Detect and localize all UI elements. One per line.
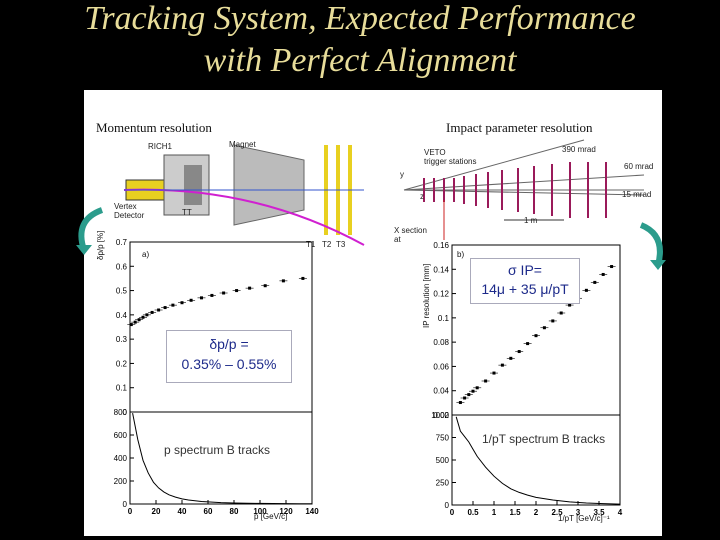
label-veto: VETO xyxy=(424,148,446,157)
right-curved-arrow-icon xyxy=(639,222,666,270)
left-panel-tag: a) xyxy=(142,250,150,259)
momentum-formula-box: δp/p = 0.35% – 0.55% xyxy=(166,330,292,383)
ip-spectrum-bin-outline xyxy=(455,416,621,505)
right-res-ytick-label: 0.04 xyxy=(433,387,449,396)
momentum-spectrum-bin-outline xyxy=(132,413,312,505)
right-panel-tag: b) xyxy=(457,250,465,259)
momentum-header: Momentum resolution xyxy=(96,120,212,135)
right-xtick-label: 3.5 xyxy=(593,508,605,517)
label-z: z xyxy=(420,192,424,201)
right-xtick-label: 2.5 xyxy=(551,508,563,517)
left-spec-ytick-label: 800 xyxy=(114,408,128,417)
left-spec-ytick-label: 400 xyxy=(114,454,128,463)
left-xtick-label: 120 xyxy=(279,507,293,516)
left-res-ytick-label: 0.1 xyxy=(116,384,128,393)
right-detector-sketch xyxy=(403,139,645,240)
ip-spectrum-label: 1/pT spectrum B tracks xyxy=(482,432,606,446)
left-xtick-label: 40 xyxy=(178,507,187,516)
ip-formula-line1: σ IP= xyxy=(508,262,542,278)
label-1m: 1 m xyxy=(524,216,538,225)
label-tt: TT xyxy=(182,208,192,217)
figure-panel: Momentum resolution RICH1 Magnet Vertex … xyxy=(76,90,666,536)
left-xtick-label: 60 xyxy=(204,507,213,516)
label-t3: T3 xyxy=(336,240,346,249)
label-t1: T1 xyxy=(306,240,316,249)
slide-title-line2: with Perfect Alignment xyxy=(203,42,517,79)
right-spec-ytick-label: 250 xyxy=(436,479,450,488)
label-390mrad: 390 mrad xyxy=(562,145,596,154)
left-spec-ytick-label: 0 xyxy=(123,500,128,509)
label-60mrad: 60 mrad xyxy=(624,162,654,171)
left-xtick-label: 0 xyxy=(128,507,133,516)
label-magnet: Magnet xyxy=(229,140,256,149)
right-xtick-label: 3 xyxy=(576,508,581,517)
label-trigger: trigger stations xyxy=(424,157,477,166)
right-res-ytick-label: 0.02 xyxy=(433,411,449,420)
left-res-ytick-label: 0.6 xyxy=(116,262,128,271)
right-res-ytick-label: 0.16 xyxy=(433,241,449,250)
ip-formula-box: σ IP= 14μ + 35 μ/pT xyxy=(470,258,580,304)
right-xtick-label: 2 xyxy=(534,508,539,517)
right-spec-ytick-label: 1000 xyxy=(431,411,449,420)
label-rich1: RICH1 xyxy=(148,142,173,151)
right-xtick-label: 1.5 xyxy=(509,508,521,517)
left-res-ytick-label: 0 xyxy=(123,408,128,417)
ip-formula-line2: 14μ + 35 μ/pT xyxy=(481,281,569,297)
left-res-ytick-label: 0.4 xyxy=(116,311,128,320)
left-xtick-label: 20 xyxy=(152,507,161,516)
left-resolution-frame xyxy=(129,241,313,413)
slide-title-line1: Tracking System, Expected Performance xyxy=(84,0,636,37)
left-spec-ytick-label: 600 xyxy=(114,431,128,440)
left-spectrum-frame xyxy=(129,411,313,505)
left-xtick-label: 100 xyxy=(253,507,267,516)
left-res-ytick-label: 0.3 xyxy=(116,335,128,344)
momentum-spectrum-label: p spectrum B tracks xyxy=(164,443,271,457)
label-xsection: X section xyxy=(394,226,427,235)
label-y: y xyxy=(400,170,404,179)
momentum-formula-line1: δp/p = xyxy=(209,336,249,352)
left-res-ytick-label: 0.2 xyxy=(116,359,128,368)
left-res-ytick-label: 0.7 xyxy=(116,238,128,247)
right-ylabel: IP resolution [mm] xyxy=(422,263,431,328)
left-spec-ytick-label: 200 xyxy=(114,477,128,486)
left-res-ytick-label: 0.5 xyxy=(116,287,128,296)
ip-header: Impact parameter resolution xyxy=(446,120,593,135)
label-vertex: Vertex xyxy=(114,202,137,211)
left-xtick-label: 80 xyxy=(230,507,239,516)
left-ylabel: δp/p [%] xyxy=(96,230,105,260)
left-detector-sketch xyxy=(123,144,365,246)
right-res-ytick-label: 0.06 xyxy=(433,362,449,371)
left-xlabel: p [GeV/c] xyxy=(254,512,288,521)
left-curved-arrow-icon xyxy=(76,207,104,255)
right-res-ytick-label: 0.14 xyxy=(433,265,449,274)
right-res-ytick-label: 0.08 xyxy=(433,338,449,347)
right-xtick-label: 1 xyxy=(492,508,497,517)
right-spec-ytick-label: 750 xyxy=(436,434,450,443)
right-res-ytick-label: 0.1 xyxy=(438,314,450,323)
left-xtick-label: 140 xyxy=(305,507,319,516)
right-xtick-label: 4 xyxy=(618,508,623,517)
right-spec-ytick-label: 0 xyxy=(445,501,450,510)
right-xtick-label: 0 xyxy=(450,508,455,517)
right-xlabel: 1/pT [GeV/c]⁻¹ xyxy=(558,514,610,523)
momentum-formula-line2: 0.35% – 0.55% xyxy=(181,356,277,372)
right-xtick-label: 0.5 xyxy=(467,508,479,517)
right-spec-ytick-label: 500 xyxy=(436,456,450,465)
label-t2: T2 xyxy=(322,240,332,249)
label-15mrad: 15 mrad xyxy=(622,190,652,199)
label-detector: Detector xyxy=(114,211,145,220)
right-res-ytick-label: 0.12 xyxy=(433,290,449,299)
label-at: at xyxy=(394,235,401,244)
